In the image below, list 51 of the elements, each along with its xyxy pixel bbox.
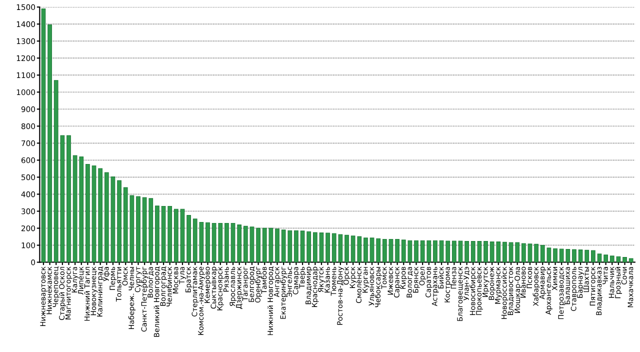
bar bbox=[604, 254, 608, 262]
bar bbox=[66, 135, 71, 262]
bar bbox=[628, 258, 634, 262]
bar bbox=[168, 206, 172, 262]
bar bbox=[243, 226, 248, 262]
bar bbox=[174, 208, 178, 262]
bar bbox=[326, 232, 330, 262]
bar bbox=[161, 206, 166, 262]
bar bbox=[86, 164, 90, 262]
bar bbox=[591, 250, 596, 262]
bar bbox=[250, 226, 254, 262]
bar bbox=[344, 234, 349, 262]
bar bbox=[528, 244, 532, 262]
bar bbox=[256, 228, 260, 262]
bar bbox=[48, 24, 52, 262]
bar bbox=[388, 238, 394, 262]
bar bbox=[319, 232, 324, 262]
bar bbox=[294, 230, 298, 262]
bar bbox=[572, 249, 576, 262]
bar bbox=[484, 241, 488, 262]
bar bbox=[224, 223, 229, 262]
bar bbox=[553, 248, 558, 262]
bar bbox=[502, 242, 507, 262]
bar bbox=[464, 241, 469, 262]
bar bbox=[206, 222, 210, 262]
bar bbox=[395, 238, 400, 262]
bar bbox=[186, 215, 191, 262]
bar bbox=[364, 238, 368, 262]
bar bbox=[92, 165, 96, 262]
bar bbox=[306, 231, 312, 262]
bar bbox=[622, 257, 627, 262]
bar bbox=[275, 228, 280, 262]
bar bbox=[534, 244, 538, 262]
bar bbox=[382, 238, 387, 262]
bar bbox=[110, 176, 116, 262]
bar bbox=[458, 240, 463, 262]
bar bbox=[117, 180, 122, 262]
bar bbox=[180, 208, 185, 262]
bar bbox=[300, 230, 305, 262]
bar bbox=[597, 254, 602, 262]
bar bbox=[414, 240, 418, 262]
bar bbox=[98, 168, 103, 262]
bar bbox=[433, 240, 438, 262]
bar bbox=[522, 243, 526, 262]
bar bbox=[230, 223, 236, 262]
bar bbox=[104, 172, 109, 262]
bar bbox=[452, 240, 456, 262]
bar bbox=[312, 232, 318, 262]
bar bbox=[237, 224, 242, 262]
bar bbox=[136, 196, 140, 262]
bar bbox=[155, 206, 160, 262]
